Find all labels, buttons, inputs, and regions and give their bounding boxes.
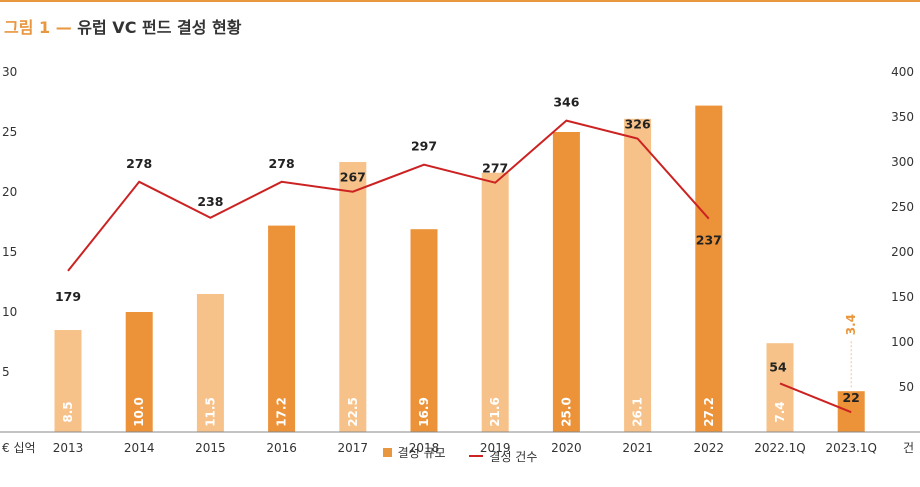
line-value-label: 278 <box>126 156 152 171</box>
bar <box>410 229 438 432</box>
top-rule <box>0 0 920 2</box>
bar-value-label: 16.9 <box>417 397 431 427</box>
right-tick-label: 350 <box>891 110 914 124</box>
x-tick-label: 2016 <box>266 441 297 455</box>
bar-value-label: 3.4 <box>844 314 858 335</box>
line-value-label: 267 <box>340 170 366 185</box>
bar <box>196 294 224 432</box>
left-axis-unit: € 십억 <box>2 441 36 455</box>
legend-bar-label: 결성 규모 <box>397 446 446 460</box>
line-value-label: 237 <box>696 233 722 248</box>
legend-item-bar: 결성 규모 <box>382 444 446 461</box>
left-tick-label: 10 <box>2 305 17 319</box>
bar <box>552 132 580 432</box>
left-tick-label: 20 <box>2 185 17 199</box>
legend: 결성 규모 결성 건수 <box>0 444 920 465</box>
bar-value-label: 25.0 <box>559 397 573 427</box>
bar-value-label: 22.5 <box>346 397 360 427</box>
left-tick-label: 25 <box>2 125 17 139</box>
left-tick-label: 5 <box>2 365 10 379</box>
title-text: 유럽 VC 펀드 결성 현황 <box>77 18 242 37</box>
right-tick-label: 50 <box>899 380 914 394</box>
x-tick-label: 2015 <box>195 441 226 455</box>
right-axis-unit: 건 <box>903 441 914 455</box>
bar-value-label: 10.0 <box>132 397 146 427</box>
bar-value-label: 11.5 <box>203 397 217 427</box>
legend-line-swatch <box>469 455 484 457</box>
x-tick-label: 2013 <box>53 441 84 455</box>
figure-label: 그림 1 — <box>4 18 72 37</box>
bar <box>54 330 82 432</box>
x-tick-label: 2019 <box>480 441 511 455</box>
bar <box>624 118 652 433</box>
x-tick-label: 2017 <box>338 441 369 455</box>
left-tick-label: 30 <box>2 65 17 79</box>
x-tick-label: 2014 <box>124 441 155 455</box>
left-tick-label: 15 <box>2 245 17 259</box>
x-tick-label: 2018 <box>409 441 440 455</box>
right-tick-label: 250 <box>891 200 914 214</box>
legend-bar-swatch <box>382 448 392 457</box>
right-tick-label: 400 <box>891 65 914 79</box>
right-tick-label: 100 <box>891 335 914 349</box>
line-series: 179 278 238 278 267 297 277 346 326 237 54 22 <box>55 95 860 414</box>
right-tick-label: 150 <box>891 290 914 304</box>
bar <box>268 225 296 432</box>
legend-line-label: 결성 건수 <box>489 449 538 464</box>
x-tick-label: 2023.1Q <box>825 441 876 455</box>
bar-value-label: 27.2 <box>702 397 716 427</box>
x-axis-labels: 2013 2014 2015 2016 2017 2018 2019 2020 2021 2022… <box>53 441 877 455</box>
right-axis: 50 100 150 200 250 300 350 400 <box>891 65 914 394</box>
chart-title: 그림 1 — 유럽 VC 펀드 결성 현황 <box>4 14 241 38</box>
line-value-label: 278 <box>269 156 295 171</box>
bar-value-label: 7.4 <box>773 401 787 422</box>
line-value-label: 238 <box>197 194 223 209</box>
line-path-quarterly <box>779 382 852 414</box>
line-value-label: 346 <box>553 95 579 110</box>
bar-value-label: 21.6 <box>488 397 502 427</box>
left-axis: 5 10 15 20 25 30 <box>2 65 17 379</box>
x-tick-label: 2022.1Q <box>754 441 805 455</box>
bar-value-label: 26.1 <box>631 397 645 427</box>
line-value-label: 179 <box>55 289 81 304</box>
x-tick-label: 2022 <box>694 441 725 455</box>
right-tick-label: 200 <box>891 245 914 259</box>
bar-value-label: 8.5 <box>61 401 75 422</box>
legend-item-line: 결성 건수 <box>469 448 537 465</box>
line-value-label: 326 <box>625 117 651 132</box>
bar <box>125 312 153 432</box>
bar <box>481 172 509 433</box>
line-value-label: 297 <box>411 139 437 154</box>
line-value-label: 277 <box>482 161 508 176</box>
line-path-annual <box>67 119 710 272</box>
right-tick-label: 300 <box>891 155 914 169</box>
x-tick-label: 2021 <box>622 441 653 455</box>
bar <box>695 105 723 432</box>
line-value-label: 22 <box>842 390 859 405</box>
x-tick-label: 2020 <box>551 441 582 455</box>
bar <box>339 162 367 432</box>
line-value-label: 54 <box>769 359 787 374</box>
bar-series: 8.5 10.0 11.5 17.2 22.5 16.9 21.6 25.0 26.1 27.2 7… <box>54 105 865 433</box>
bar-value-label: 17.2 <box>275 397 289 427</box>
